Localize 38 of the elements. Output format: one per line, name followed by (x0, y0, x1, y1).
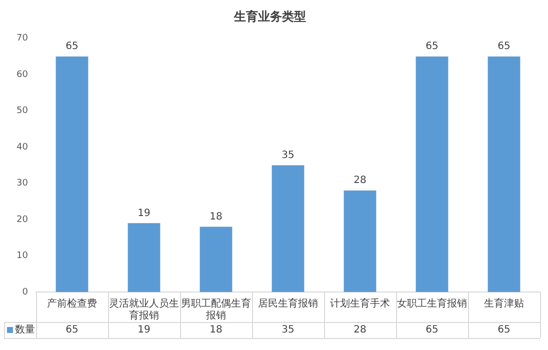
y-tick-label: 20 (16, 214, 28, 225)
data-label: 35 (282, 324, 294, 336)
y-tick-label: 60 (16, 70, 28, 80)
text: 18 (210, 211, 222, 222)
y-tick-label: 70 (16, 34, 28, 44)
y-tick-label: 10 (16, 251, 28, 262)
x-tick-label: 产前检查费 (47, 298, 97, 310)
text: 19 (138, 208, 150, 219)
text: 65 (426, 41, 438, 52)
y-tick-label: 0 (22, 287, 28, 298)
bar (200, 226, 232, 292)
bar (344, 190, 376, 292)
legend-label: 数量 (15, 324, 35, 336)
x-tick-label: 灵活就业人员生育报销 (109, 298, 179, 322)
x-tick-label: 男职工配偶生育报销 (181, 298, 251, 322)
x-tick-label: 女职工生育报销 (397, 298, 467, 310)
text: 28 (354, 175, 366, 186)
x-tick-label: 生育津贴 (484, 298, 524, 310)
y-tick-label: 40 (16, 142, 28, 152)
bar (272, 165, 304, 292)
text: 35 (282, 150, 294, 161)
data-label: 28 (354, 324, 366, 336)
y-tick-label: 30 (16, 178, 28, 189)
data-label: 65 (426, 324, 438, 336)
bar (128, 223, 160, 292)
text: 65 (66, 41, 78, 52)
bar (56, 56, 88, 292)
x-tick-label: 居民生育报销 (258, 298, 318, 310)
bar (488, 56, 520, 292)
x-tick-label: 计划生育手术 (330, 298, 390, 310)
y-tick-label: 50 (16, 106, 28, 116)
data-label: 65 (498, 324, 510, 336)
bar (416, 56, 448, 292)
chart-title: 生育业务类型 (233, 9, 306, 24)
data-label: 65 (66, 324, 78, 336)
data-label: 18 (210, 324, 222, 336)
data-label: 19 (138, 324, 150, 336)
text: 65 (498, 41, 510, 52)
